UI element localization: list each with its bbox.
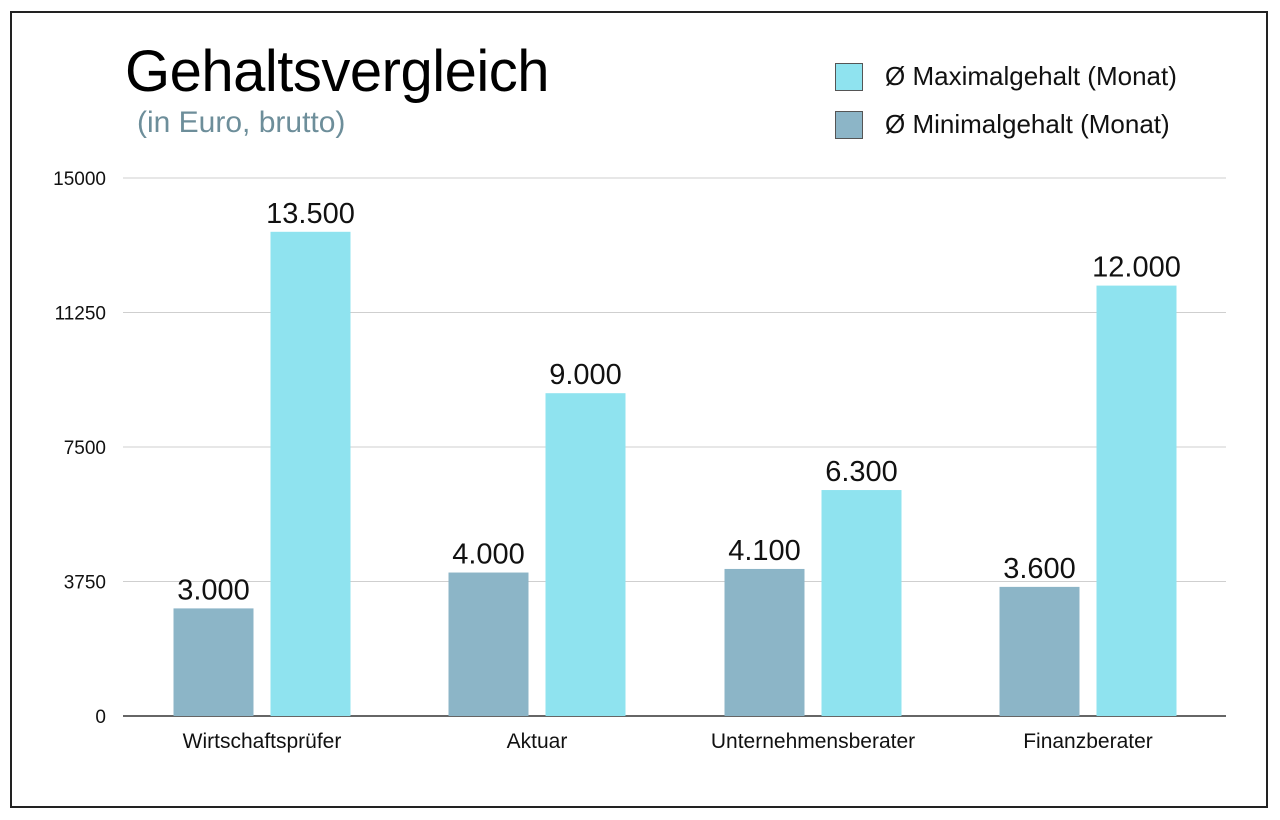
y-tick-label: 3750 xyxy=(64,573,106,594)
x-category-label: Wirtschaftsprüfer xyxy=(183,730,342,753)
y-tick-label: 0 xyxy=(95,707,106,728)
data-label: 3.600 xyxy=(1003,553,1076,585)
bar-min xyxy=(724,568,805,716)
y-tick-label: 7500 xyxy=(64,438,106,459)
y-tick-label: 15000 xyxy=(53,169,106,190)
bar-max xyxy=(1096,285,1177,716)
data-label: 13.500 xyxy=(266,198,355,230)
legend-label-max: Ø Maximalgehalt (Monat) xyxy=(885,61,1177,91)
y-tick-label: 11250 xyxy=(55,304,106,325)
bar-max xyxy=(270,231,351,717)
data-label: 4.000 xyxy=(452,539,525,571)
legend-swatch-min xyxy=(835,110,863,139)
chart-subtitle: (in Euro, brutto) xyxy=(137,106,346,139)
legend-label-min: Ø Minimalgehalt (Monat) xyxy=(885,109,1170,139)
chart-title: Gehaltsvergleich xyxy=(125,39,550,104)
legend-swatch-max xyxy=(835,62,863,91)
data-label: 4.100 xyxy=(728,535,801,567)
bar-min xyxy=(448,572,529,716)
x-category-label: Finanzberater xyxy=(1023,730,1153,753)
data-label: 12.000 xyxy=(1092,252,1181,284)
x-category-label: Unternehmensberater xyxy=(711,730,915,753)
legend-item-max: Ø Maximalgehalt (Monat) xyxy=(835,61,1177,92)
data-label: 6.300 xyxy=(825,456,898,488)
bar-max xyxy=(821,490,902,716)
data-label: 9.000 xyxy=(549,359,622,391)
legend-item-min: Ø Minimalgehalt (Monat) xyxy=(835,109,1170,140)
bar-max xyxy=(545,393,626,716)
bar-min xyxy=(999,586,1080,716)
x-category-label: Aktuar xyxy=(507,730,568,753)
bar-min xyxy=(173,608,254,716)
data-label: 3.000 xyxy=(177,574,250,606)
